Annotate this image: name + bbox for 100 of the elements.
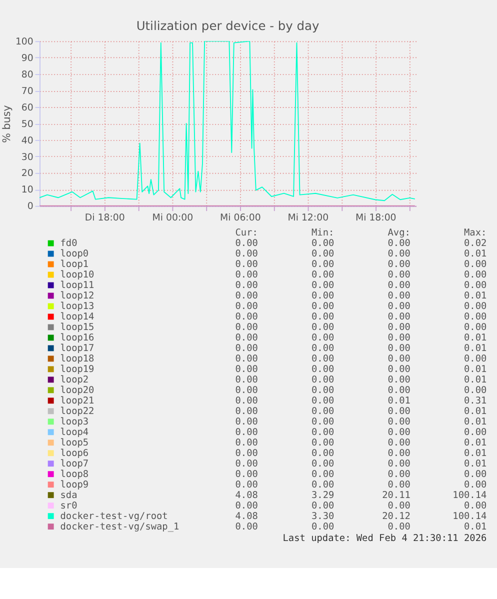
text: Avg: [388, 228, 410, 239]
text: 100.14 [452, 510, 487, 522]
text: 3.30 [312, 510, 334, 522]
legend-label: loop6 [60, 448, 89, 459]
text: 0.00 [388, 437, 411, 448]
legend-label: loop16 [60, 332, 95, 344]
x-tick-label: Mi 12:00 [288, 212, 329, 224]
text: 0.00 [235, 406, 258, 417]
text: Cur: [235, 228, 258, 239]
text: 0.31 [464, 395, 487, 406]
text: 0.00 [388, 500, 411, 512]
text: 0.00 [235, 248, 258, 260]
text: Min: [312, 228, 334, 239]
text: 0.00 [235, 259, 258, 270]
text: 0.00 [464, 259, 487, 270]
text: 0.01 [464, 437, 487, 448]
text: 0.00 [388, 416, 411, 428]
x-tick-label: Di 18:00 [84, 212, 125, 224]
text: 0.00 [235, 280, 258, 292]
text: 0.00 [464, 426, 487, 438]
text: 0.00 [235, 416, 258, 428]
legend-label: loop3 [60, 416, 89, 428]
text: 0.00 [312, 395, 334, 406]
text: 0.00 [464, 479, 487, 490]
text: 0.00 [312, 270, 334, 281]
text: 0.00 [312, 322, 334, 334]
legend-label: loop11 [60, 280, 95, 292]
legend-label: docker-test-vg/swap_1 [60, 521, 180, 532]
text: 0.00 [312, 248, 334, 260]
x-tick-label: Mi 18:00 [355, 212, 396, 224]
text: 0.00 [235, 270, 258, 281]
text: 0.00 [312, 301, 334, 312]
text: 0.02 [464, 238, 487, 250]
chart-title: Utilization per device - by day [136, 18, 320, 33]
text: 3.29 [312, 490, 334, 501]
text: 0.01 [464, 248, 487, 260]
text: 0.00 [312, 290, 334, 302]
text: 0.00 [312, 238, 334, 250]
legend-label: loop9 [60, 479, 89, 490]
legend-label: fd0 [60, 238, 78, 250]
legend-label: loop19 [60, 364, 95, 376]
legend-label: loop7 [60, 458, 89, 470]
text: 0.00 [235, 426, 258, 438]
text: 0.00 [235, 364, 258, 376]
text: 0.00 [388, 458, 411, 470]
text: 0.00 [312, 500, 334, 512]
text: 0.01 [464, 416, 487, 428]
text: 0.00 [388, 343, 411, 354]
text: 0.00 [388, 301, 411, 312]
y-tick-label: 70 [21, 86, 34, 97]
text: 0.00 [312, 280, 334, 292]
y-tick-label: 90 [21, 52, 34, 64]
text: 0.00 [312, 458, 334, 470]
text: 0.00 [388, 364, 411, 376]
text: 0.00 [235, 312, 258, 323]
text: 0.00 [464, 354, 487, 365]
text: 0.00 [235, 458, 258, 470]
text: 0.00 [388, 290, 411, 302]
text: 0.00 [388, 312, 411, 323]
text: 0.01 [464, 521, 487, 532]
text: 0.00 [464, 468, 487, 480]
text: 0.00 [388, 332, 411, 344]
text: 4.08 [235, 490, 258, 501]
legend-label: loop14 [60, 312, 95, 323]
legend-label: loop0 [60, 248, 89, 260]
text: 0.00 [464, 384, 487, 396]
y-tick-label: 50 [21, 118, 34, 130]
text: 0.00 [235, 322, 258, 334]
text: 0.00 [235, 521, 258, 532]
text: 0.00 [312, 416, 334, 428]
text: 0.00 [312, 384, 334, 396]
text: 0.00 [388, 468, 411, 480]
text: 0.00 [464, 301, 487, 312]
text: 0.00 [388, 259, 411, 270]
text: 0.00 [312, 259, 334, 270]
text: 0.00 [312, 437, 334, 448]
text: 0.00 [464, 322, 487, 334]
text: 0.00 [312, 332, 334, 344]
y-tick-label: 0 [27, 201, 34, 212]
text: 0.00 [388, 322, 411, 334]
text: 0.00 [235, 468, 258, 480]
text: 0.01 [464, 448, 487, 459]
text: 0.00 [464, 280, 487, 292]
text: 0.00 [388, 521, 411, 532]
text: 0.00 [388, 426, 411, 438]
text: 0.00 [312, 426, 334, 438]
y-axis-title: % busy [0, 105, 13, 143]
legend-label: loop21 [60, 395, 95, 406]
text: 0.00 [464, 270, 487, 281]
text: 0.00 [312, 448, 334, 459]
text: 0.00 [312, 374, 334, 386]
text: 0.00 [388, 248, 411, 260]
x-tick-label: Mi 06:00 [220, 212, 261, 224]
legend-label: loop17 [60, 343, 94, 354]
text: 0.00 [312, 479, 334, 490]
text: 0.00 [235, 479, 258, 490]
text: 0.00 [235, 395, 258, 406]
text: 0.00 [388, 270, 411, 281]
y-tick-label: 30 [21, 152, 34, 163]
legend-label: loop2 [60, 374, 89, 386]
